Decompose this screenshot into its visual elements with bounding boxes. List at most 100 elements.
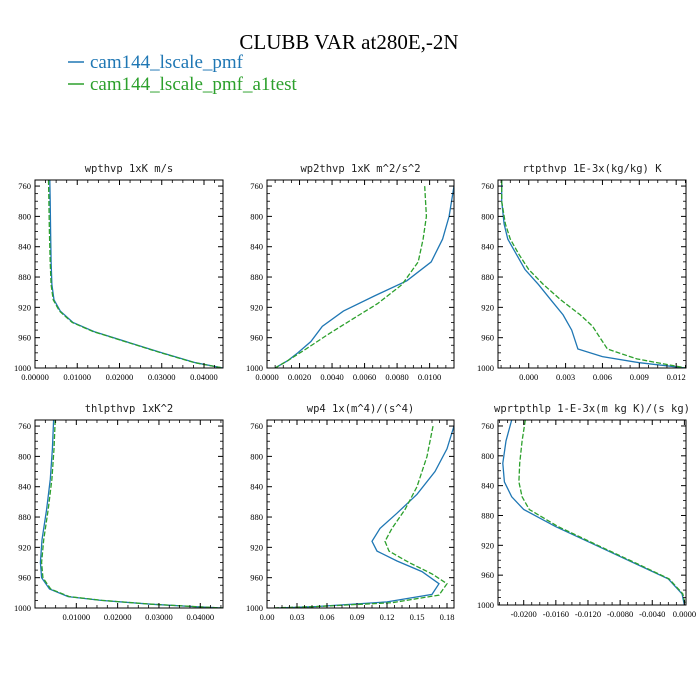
chart-panel: rtpthvp 1E-3x(kg/kg) K 760 800 840 880 920 960… — [477, 163, 687, 382]
legend: cam144_lscale_pmfcam144_lscale_pmf_a1tes… — [68, 52, 298, 95]
series-line-a1test — [501, 180, 686, 368]
x-tick-label: 0.03 — [290, 612, 305, 622]
y-tick-label: 960 — [250, 573, 263, 583]
y-tick-label: 760 — [481, 421, 494, 431]
panel-title: wprtpthlp 1-E-3x(m kg K)/(s kg) — [494, 403, 690, 415]
y-tick-label: 800 — [18, 211, 31, 221]
plot-frame — [266, 179, 455, 369]
x-tick-label: 0.000 — [519, 372, 538, 382]
y-tick-label: 1000 — [246, 363, 263, 373]
legend-entry: cam144_lscale_pmf_a1test — [68, 74, 298, 95]
plot-frame — [266, 419, 455, 609]
x-tick-label: 0.006 — [593, 372, 612, 382]
series-line-a1test — [40, 420, 223, 608]
y-tick-label: 960 — [481, 570, 494, 580]
chart-panel: wprtpthlp 1-E-3x(m kg K)/(s kg)760 800 840… — [477, 403, 696, 619]
x-tick-label: 0.12 — [380, 612, 395, 622]
plot-frame — [34, 179, 224, 369]
x-tick-label: 0.0080 — [385, 372, 408, 382]
chart-panel: wp4 1x(m^4)/(s^4)76080084088092096010000… — [246, 403, 455, 622]
plot-frame — [34, 419, 224, 609]
legend-entry: cam144_lscale_pmf — [68, 52, 244, 73]
x-tick-label: 0.0040 — [320, 372, 343, 382]
series-line-pmf — [502, 420, 686, 605]
panels: wpthvp 1xK m/s76080084088092096010000.00… — [14, 163, 696, 622]
x-tick-label: 0.09 — [350, 612, 365, 622]
y-tick-label: 840 — [250, 242, 263, 252]
x-tick-label: 0.02000 — [104, 612, 132, 622]
series-line-a1test — [274, 186, 428, 368]
x-tick-label: 0.0100 — [418, 372, 441, 382]
y-tick-label: 880 — [250, 512, 263, 522]
plot-frame — [497, 419, 687, 606]
y-tick-label: 920 — [18, 542, 31, 552]
y-tick-label: 880 — [481, 272, 494, 282]
x-tick-label: -0.0120 — [575, 609, 601, 619]
panel-title: wpthvp 1xK m/s — [85, 163, 174, 175]
y-tick-label: 840 — [481, 481, 494, 491]
y-tick-label: 880 — [18, 512, 31, 522]
series-line-pmf — [274, 185, 454, 368]
x-tick-label: 0.0000 — [673, 609, 696, 619]
x-tick-label: 0.18 — [440, 612, 455, 622]
y-tick-label: 760 — [18, 181, 31, 191]
y-tick-label: 1000 — [477, 600, 494, 610]
x-tick-label: 0.04000 — [186, 612, 214, 622]
y-tick-label: 760 — [18, 421, 31, 431]
x-tick-label: 0.03000 — [148, 372, 176, 382]
y-tick-label: 880 — [250, 272, 263, 282]
y-tick-label: 960 — [250, 333, 263, 343]
y-tick-label: 960 — [18, 333, 31, 343]
y-tick-label: 840 — [18, 242, 31, 252]
chart-panel: wpthvp 1xK m/s 760 800 840 880 920 960 10000.00… — [14, 163, 224, 382]
chart-panel: wp2thvp 1xK m^2/s^2 760 800 840 880 920 960 100… — [246, 163, 455, 382]
series-line-pmf — [276, 425, 454, 608]
y-tick-label: 920 — [250, 302, 263, 312]
y-tick-label: 800 — [250, 451, 263, 461]
panel-title: rtpthvp 1E-3x(kg/kg) K — [522, 163, 662, 175]
y-tick-label: 920 — [481, 302, 494, 312]
y-tick-label: 960 — [481, 333, 494, 343]
series-line-a1test — [271, 425, 448, 608]
x-tick-label: -0.0200 — [511, 609, 537, 619]
y-tick-label: 920 — [481, 540, 494, 550]
y-tick-label: 960 — [18, 573, 31, 583]
y-tick-label: 800 — [481, 211, 494, 221]
y-tick-label: 800 — [250, 211, 263, 221]
series-line-pmf — [39, 420, 223, 608]
y-tick-label: 880 — [481, 510, 494, 520]
legend-label: cam144_lscale_pmf — [90, 52, 244, 73]
x-tick-label: 0.012 — [667, 372, 686, 382]
x-tick-label: -0.0160 — [543, 609, 569, 619]
x-tick-label: 0.01000 — [63, 612, 91, 622]
x-tick-label: 0.0000 — [255, 372, 278, 382]
y-tick-label: 840 — [250, 482, 263, 492]
y-tick-label: 760 — [250, 181, 263, 191]
x-tick-label: 0.01000 — [63, 372, 91, 382]
figure-title: CLUBB VAR at280E,-2N — [239, 30, 458, 54]
y-tick-label: 840 — [18, 482, 31, 492]
x-tick-label: 0.0060 — [353, 372, 376, 382]
y-tick-label: 840 — [481, 242, 494, 252]
chart-panel: thlpthvp 1xK^2 760 800 840 880 920 960 1000 0.01… — [14, 403, 224, 622]
plot-frame — [497, 179, 687, 369]
x-tick-label: 0.06 — [320, 612, 335, 622]
series-line-a1test — [47, 180, 223, 368]
y-tick-label: 1000 — [477, 363, 494, 373]
x-tick-label: 0.04000 — [190, 372, 218, 382]
series-line-pmf — [49, 180, 223, 368]
x-tick-label: -0.0040 — [639, 609, 665, 619]
series-line-a1test — [518, 420, 686, 605]
y-tick-label: 1000 — [14, 363, 31, 373]
y-tick-label: 800 — [481, 451, 494, 461]
x-tick-label: 0.003 — [556, 372, 575, 382]
x-tick-label: -0.0080 — [607, 609, 633, 619]
y-tick-label: 1000 — [246, 603, 263, 613]
legend-label: cam144_lscale_pmf_a1test — [90, 74, 298, 95]
y-tick-label: 1000 — [14, 603, 31, 613]
y-tick-label: 920 — [18, 302, 31, 312]
x-tick-label: 0.02000 — [106, 372, 134, 382]
panel-title: wp4 1x(m^4)/(s^4) — [307, 403, 414, 415]
x-tick-label: 0.0020 — [288, 372, 311, 382]
